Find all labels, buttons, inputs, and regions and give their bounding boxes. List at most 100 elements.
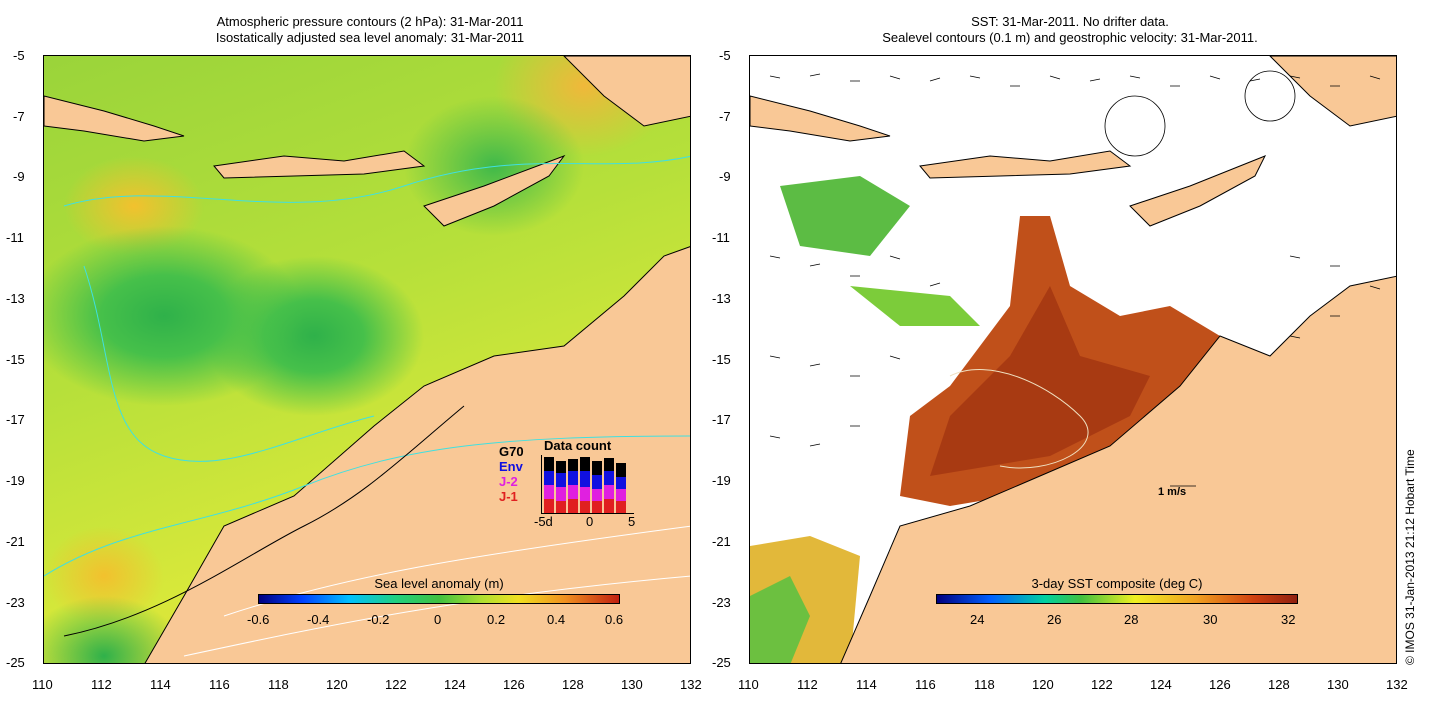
x-tick: 126 xyxy=(503,677,525,692)
inset-key-j1: J-1 xyxy=(499,489,518,504)
x-tick: 120 xyxy=(326,677,348,692)
left-map-overlay xyxy=(44,56,690,663)
y-tick: -5 xyxy=(719,48,731,63)
y-tick: -11 xyxy=(6,230,24,245)
histogram-x-tick: -5d xyxy=(534,514,553,529)
northern-land xyxy=(1269,56,1396,127)
x-tick: 112 xyxy=(91,677,112,692)
data-count-histogram xyxy=(541,455,634,514)
y-tick: -19 xyxy=(712,473,731,488)
y-tick: -11 xyxy=(712,230,730,245)
colorbar-tick: 24 xyxy=(970,612,985,627)
sst-southwest-green xyxy=(750,576,810,663)
sst-colorbar xyxy=(936,594,1298,604)
x-tick: 124 xyxy=(444,677,466,692)
histogram-x-tick: 0 xyxy=(586,514,594,529)
right-title-line2: Sealevel contours (0.1 m) and geostrophi… xyxy=(882,30,1258,45)
x-tick: 116 xyxy=(915,677,936,692)
velocity-scale-label: 1 m/s xyxy=(1158,486,1187,498)
colorbar-tick: -0.4 xyxy=(307,612,330,627)
y-tick: -13 xyxy=(6,291,25,306)
right-title-line1: SST: 31-Mar-2011. No drifter data. xyxy=(971,14,1169,29)
y-tick: -15 xyxy=(6,352,25,367)
left-colorbar-title: Sea level anomaly (m) xyxy=(374,576,504,591)
colorbar-tick: 0.2 xyxy=(487,612,506,627)
timor-island xyxy=(1129,155,1267,227)
left-title-line1: Atmospheric pressure contours (2 hPa): 3… xyxy=(216,14,524,29)
inset-title: Data count xyxy=(544,438,612,453)
y-tick: -13 xyxy=(712,291,731,306)
northern-land xyxy=(563,56,690,127)
x-tick: 118 xyxy=(268,677,289,692)
y-tick: -17 xyxy=(6,412,25,427)
x-tick: 122 xyxy=(385,677,407,692)
java-island xyxy=(750,95,891,142)
left-map-title: Atmospheric pressure contours (2 hPa): 3… xyxy=(140,14,600,46)
right-colorbar-title: 3-day SST composite (deg C) xyxy=(1031,576,1203,591)
x-tick: 130 xyxy=(621,677,643,692)
y-tick: -5 xyxy=(13,48,25,63)
x-tick: 112 xyxy=(797,677,818,692)
sea-level-anomaly-map: G70 Env J-2 J-1 Data count xyxy=(43,55,691,664)
x-tick: 110 xyxy=(32,677,53,692)
y-tick: -9 xyxy=(13,169,25,184)
x-tick: 114 xyxy=(856,677,877,692)
inset-key-g70: G70 xyxy=(499,444,524,459)
x-tick: 124 xyxy=(1150,677,1172,692)
sst-north-green-patch2 xyxy=(850,286,980,326)
y-tick: -7 xyxy=(719,109,731,124)
lesser-sunda-islands xyxy=(213,150,426,179)
timor-island xyxy=(423,154,566,227)
y-tick: -23 xyxy=(6,595,25,610)
y-tick: -25 xyxy=(6,655,25,670)
colorbar-tick: 0.4 xyxy=(547,612,566,627)
australia-landmass xyxy=(840,275,1396,663)
y-tick: -15 xyxy=(712,352,731,367)
right-map-title: SST: 31-Mar-2011. No drifter data. Seale… xyxy=(780,14,1360,46)
y-tick: -7 xyxy=(13,109,25,124)
x-tick: 130 xyxy=(1327,677,1349,692)
lesser-sunda-islands xyxy=(919,150,1132,179)
x-tick: 132 xyxy=(1386,677,1408,692)
inset-key-j2: J-2 xyxy=(499,474,518,489)
y-tick: -21 xyxy=(6,534,25,549)
x-tick: 128 xyxy=(1268,677,1290,692)
australia-landmass xyxy=(144,246,690,663)
x-tick: 128 xyxy=(562,677,584,692)
x-tick: 118 xyxy=(974,677,995,692)
left-title-line2: Isostatically adjusted sea level anomaly… xyxy=(215,30,525,45)
sea-level-colorbar xyxy=(258,594,620,604)
y-tick: -17 xyxy=(712,412,731,427)
y-tick: -19 xyxy=(6,473,25,488)
x-tick: 132 xyxy=(680,677,702,692)
colorbar-tick: 0.6 xyxy=(605,612,624,627)
sst-map xyxy=(749,55,1397,664)
histogram-x-tick: 5 xyxy=(628,514,636,529)
y-tick: -23 xyxy=(712,595,731,610)
colorbar-tick: 26 xyxy=(1047,612,1062,627)
x-tick: 114 xyxy=(150,677,171,692)
y-tick: -21 xyxy=(712,534,731,549)
x-tick: 116 xyxy=(209,677,230,692)
colorbar-tick: 28 xyxy=(1124,612,1139,627)
x-tick: 126 xyxy=(1209,677,1231,692)
java-island xyxy=(44,95,185,142)
colorbar-tick: -0.6 xyxy=(247,612,270,627)
x-tick: 122 xyxy=(1091,677,1113,692)
colorbar-tick: 0 xyxy=(434,612,442,627)
histogram-bars xyxy=(544,457,626,513)
y-tick: -25 xyxy=(712,655,731,670)
y-tick: -9 xyxy=(719,169,731,184)
inset-key-env: Env xyxy=(499,459,523,474)
imos-credit: © IMOS 31-Jan-2013 21:12 Hobart Time xyxy=(1403,449,1417,665)
colorbar-tick: 32 xyxy=(1281,612,1296,627)
inset-keys: G70 Env J-2 J-1 xyxy=(499,444,524,504)
x-tick: 120 xyxy=(1032,677,1054,692)
sst-warm-region-inner xyxy=(930,286,1150,476)
x-tick: 110 xyxy=(738,677,759,692)
sst-north-green-patch xyxy=(780,176,910,256)
geostrophic-velocity-arrows xyxy=(769,73,1381,487)
colorbar-tick: -0.2 xyxy=(367,612,390,627)
right-map-overlay xyxy=(750,56,1396,663)
colorbar-tick: 30 xyxy=(1203,612,1218,627)
